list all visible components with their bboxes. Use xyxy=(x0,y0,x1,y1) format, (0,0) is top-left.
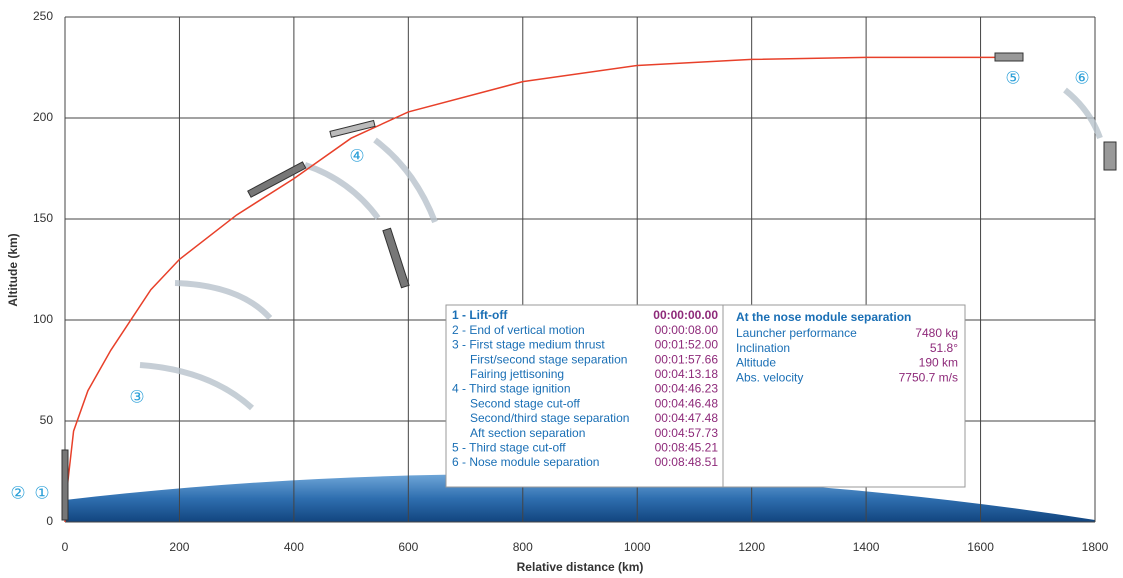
x-tick-label: 600 xyxy=(398,540,418,554)
separation-value: 190 km xyxy=(919,356,958,370)
stage-marker: ⑤ xyxy=(1005,68,1020,87)
event-time: 00:08:45.21 xyxy=(655,440,719,454)
event-label: 2 - End of vertical motion xyxy=(452,323,585,337)
event-time: 00:04:47.48 xyxy=(655,411,719,425)
event-time: 00:00:00.00 xyxy=(653,308,718,322)
y-tick-label: 150 xyxy=(33,211,53,225)
x-tick-label: 1400 xyxy=(853,540,880,554)
y-tick-label: 200 xyxy=(33,110,53,124)
event-label: 6 - Nose module separation xyxy=(452,455,599,469)
stage-marker: ③ xyxy=(129,387,144,406)
event-time: 00:04:46.23 xyxy=(655,382,719,396)
x-tick-label: 0 xyxy=(62,540,69,554)
event-time: 00:04:57.73 xyxy=(655,426,719,440)
separation-title: At the nose module separation xyxy=(736,310,911,324)
event-label: 1 - Lift-off xyxy=(452,308,508,322)
y-tick-label: 50 xyxy=(40,413,54,427)
x-tick-label: 1800 xyxy=(1082,540,1109,554)
x-tick-label: 400 xyxy=(284,540,304,554)
event-label: Aft section separation xyxy=(470,426,585,440)
y-tick-label: 250 xyxy=(33,9,53,23)
event-time: 00:01:52.00 xyxy=(655,338,719,352)
event-time: 00:04:46.48 xyxy=(655,396,719,410)
event-label: Second stage cut-off xyxy=(470,396,581,410)
x-tick-label: 1200 xyxy=(738,540,765,554)
separation-label: Abs. velocity xyxy=(736,370,803,384)
event-time: 00:00:08.00 xyxy=(655,323,719,337)
event-label: Second/third stage separation xyxy=(470,411,629,425)
event-time: 00:01:57.66 xyxy=(655,352,719,366)
trajectory xyxy=(64,56,1010,523)
event-label: 3 - First stage medium thrust xyxy=(452,338,605,352)
x-axis-label: Relative distance (km) xyxy=(517,560,644,574)
stage-marker: ④ xyxy=(349,146,364,165)
rockets xyxy=(61,52,1117,521)
event-time: 00:04:13.18 xyxy=(655,367,719,381)
x-tick-label: 800 xyxy=(513,540,533,554)
stage-arrows xyxy=(139,87,1103,411)
stage-marker: ② xyxy=(10,483,25,502)
separation-label: Inclination xyxy=(736,341,790,355)
x-tick-label: 200 xyxy=(169,540,189,554)
earth xyxy=(65,474,1095,522)
x-tick-label: 1600 xyxy=(967,540,994,554)
event-label: 4 - Third stage ignition xyxy=(452,382,571,396)
event-table xyxy=(445,304,966,488)
event-label: Fairing jettisoning xyxy=(470,367,564,381)
event-label: 5 - Third stage cut-off xyxy=(452,440,566,454)
stage-marker: ① xyxy=(34,483,49,502)
separation-label: Altitude xyxy=(736,356,776,370)
separation-label: Launcher performance xyxy=(736,326,857,340)
y-axis-label: Altitude (km) xyxy=(6,233,20,306)
separation-value: 7750.7 m/s xyxy=(899,370,958,384)
event-label: First/second stage separation xyxy=(470,352,627,366)
x-tick-label: 1000 xyxy=(624,540,651,554)
y-tick-label: 0 xyxy=(46,514,53,528)
event-time: 00:08:48.51 xyxy=(655,455,719,469)
separation-value: 51.8° xyxy=(930,341,958,355)
separation-value: 7480 kg xyxy=(915,326,958,340)
y-tick-label: 100 xyxy=(33,312,53,326)
stage-marker: ⑥ xyxy=(1074,68,1089,87)
